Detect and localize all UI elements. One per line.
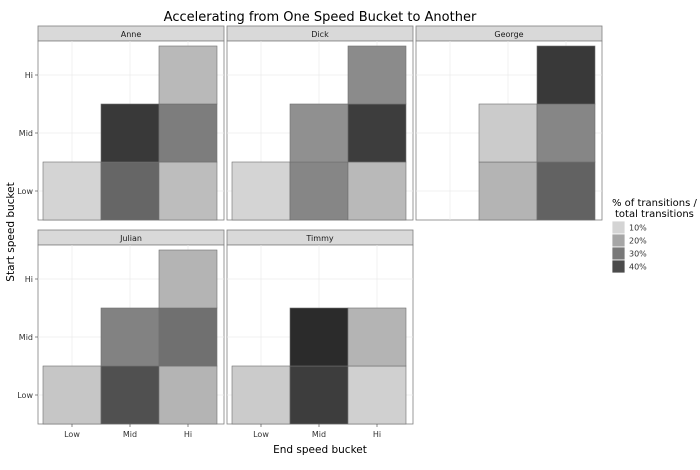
heatmap-cell-low-low — [42, 365, 102, 425]
y-tick-label: Mid — [19, 333, 33, 342]
y-tick-label: Low — [17, 187, 33, 196]
facet-strip-label: Dick — [311, 30, 329, 39]
legend-label: 40% — [629, 263, 647, 272]
heatmap-cell-low-mid — [478, 161, 538, 221]
heatmap-cell-mid-hi — [158, 307, 218, 367]
y-tick-label: Low — [17, 391, 33, 400]
facet-panel-timmy: Timmy Low Mid Hi — [226, 229, 414, 439]
x-tick-label: Low — [253, 430, 269, 439]
facet-strip-label: Anne — [121, 30, 142, 39]
y-tick-label: Hi — [25, 275, 33, 284]
heatmap-cell-mid-hi — [536, 103, 596, 163]
facet-strip-label: George — [494, 30, 523, 39]
heatmap-cell-low-hi — [536, 161, 596, 221]
heatmap-cell-hi-hi — [347, 45, 407, 105]
heatmap-cell-mid-mid — [289, 307, 349, 367]
heatmap-cell-hi-hi — [158, 45, 218, 105]
heatmap-cell-hi-hi — [536, 45, 596, 105]
heatmap-cell-low-mid — [289, 161, 349, 221]
heatmap-cell-mid-mid — [289, 103, 349, 163]
x-tick-label: Mid — [123, 430, 137, 439]
heatmap-cell-mid-hi — [347, 103, 407, 163]
heatmap-cell-low-mid — [289, 365, 349, 425]
facet-panel-george: George — [415, 25, 603, 221]
legend-key — [611, 220, 626, 235]
heatmap-cell-hi-hi — [158, 249, 218, 309]
facet-strip-label: Julian — [119, 234, 142, 243]
legend-title-line1: % of transitions / — [612, 198, 698, 209]
x-tick-label: Mid — [312, 430, 326, 439]
facet-strip-label: Timmy — [305, 234, 333, 243]
legend-key — [611, 233, 626, 248]
y-tick-label: Mid — [19, 129, 33, 138]
heatmap-cell-mid-mid — [100, 307, 160, 367]
heatmap-cell-low-hi — [158, 365, 218, 425]
heatmap-cell-low-low — [231, 161, 291, 221]
legend: % of transitions / total transitions 10%… — [611, 198, 698, 274]
heatmap-cell-mid-hi — [347, 307, 407, 367]
legend-label: 10% — [629, 224, 647, 233]
heatmap-cell-low-low — [231, 365, 291, 425]
legend-label: 30% — [629, 250, 647, 259]
chart-title: Accelerating from One Speed Bucket to An… — [164, 10, 477, 25]
heatmap-cell-low-low — [42, 161, 102, 221]
legend-label: 20% — [629, 237, 647, 246]
legend-key — [611, 259, 626, 274]
facet-panel-dick: Dick — [226, 25, 414, 221]
heatmap-cell-low-hi — [347, 161, 407, 221]
facet-panel-julian: Julian Low Mid Hi Low Mid Hi — [17, 229, 225, 439]
y-tick-label: Hi — [25, 71, 33, 80]
heatmap-cell-low-mid — [100, 161, 160, 221]
heatmap-cell-mid-hi — [158, 103, 218, 163]
x-axis-label: End speed bucket — [273, 444, 367, 456]
x-tick-label: Hi — [373, 430, 381, 439]
facet-panel-anne: Anne Low Mid Hi — [17, 25, 225, 221]
heatmap-cell-low-hi — [347, 365, 407, 425]
heatmap-cell-low-mid — [100, 365, 160, 425]
x-tick-label: Hi — [184, 430, 192, 439]
y-axis-label: Start speed bucket — [5, 182, 17, 281]
legend-key — [611, 246, 626, 261]
heatmap-cell-mid-mid — [100, 103, 160, 163]
panels-layer: Anne Low Mid Hi Dick George Julian Low Mid Hi Low M… — [17, 25, 603, 439]
heatmap-cell-low-hi — [158, 161, 218, 221]
heatmap-cell-mid-mid — [478, 103, 538, 163]
x-tick-label: Low — [64, 430, 80, 439]
legend-title-line2: total transitions — [615, 209, 694, 220]
